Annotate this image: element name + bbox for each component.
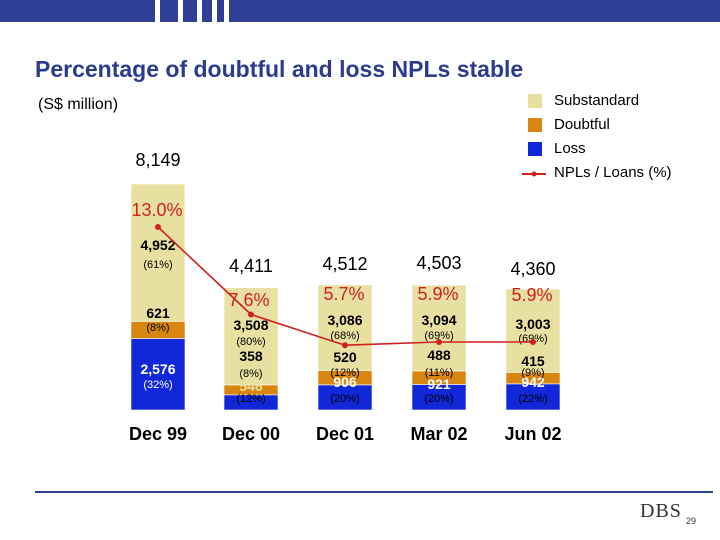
legend-label-ratio: NPLs / Loans (%) — [554, 164, 672, 181]
value-label-loss: 546 — [239, 378, 263, 394]
value-label-loss: 906 — [333, 374, 357, 390]
bar-loss — [130, 338, 186, 411]
share-label-loss: (20%) — [424, 393, 453, 405]
bar-loss — [411, 384, 467, 411]
unit-label: (S$ million) — [38, 96, 119, 113]
value-label-substandard: 3,094 — [421, 312, 456, 328]
total-label: 4,503 — [416, 253, 461, 273]
bar-loss — [505, 383, 561, 411]
bar-substandard — [505, 288, 561, 373]
value-label-doubtful: 488 — [427, 347, 451, 363]
legend-swatch-doubtful — [528, 118, 542, 132]
legend-label-doubtful: Doubtful — [554, 116, 610, 133]
x-tick-label: Dec 01 — [316, 424, 374, 444]
footer-rule — [35, 491, 713, 493]
banner-stripe — [183, 0, 197, 22]
share-label-loss: (32%) — [143, 379, 172, 391]
ratio-point — [530, 339, 536, 345]
share-label-doubtful: (9%) — [521, 367, 544, 379]
bar-substandard — [317, 284, 373, 371]
legend-label-loss: Loss — [554, 140, 586, 157]
page-title: Percentage of doubtful and loss NPLs sta… — [35, 56, 524, 82]
ratio-label: 5.7% — [323, 284, 364, 304]
ratio-label: 7.6% — [228, 290, 269, 310]
top-banner — [0, 0, 720, 22]
share-label-loss: (20%) — [330, 393, 359, 405]
x-tick-label: Jun 02 — [504, 424, 561, 444]
total-label: 4,411 — [229, 256, 273, 276]
page-number: 29 — [686, 516, 697, 526]
x-tick-label: Mar 02 — [410, 424, 467, 444]
banner-stripe — [202, 0, 212, 22]
ratio-point — [248, 311, 254, 318]
ratio-point — [342, 342, 348, 349]
share-label-substandard: (61%) — [143, 259, 172, 271]
ratio-label: 5.9% — [417, 284, 458, 304]
share-label-doubtful: (8%) — [239, 368, 262, 380]
bar-substandard — [223, 287, 279, 386]
banner-stripe — [229, 0, 720, 22]
value-label-doubtful: 415 — [521, 353, 545, 369]
ratio-point — [155, 224, 161, 230]
share-label-doubtful: (12%) — [330, 367, 359, 379]
value-label-doubtful: 621 — [146, 305, 170, 321]
value-label-doubtful: 520 — [333, 349, 357, 365]
chart-legend: Substandard Doubtful Loss NPLs / Loans (… — [522, 92, 698, 188]
dbs-logo: DBS — [640, 500, 682, 522]
banner-stripe — [160, 0, 178, 22]
value-label-loss: 921 — [427, 376, 451, 392]
banner-stripe — [217, 0, 224, 22]
banner-stripe — [0, 0, 155, 22]
ratio-label: 5.9% — [511, 285, 552, 305]
value-label-loss: 942 — [521, 374, 545, 390]
share-label-doubtful: (8%) — [146, 322, 169, 334]
share-label-loss: (12%) — [236, 393, 265, 405]
x-tick-label: Dec 00 — [222, 424, 280, 444]
share-label-substandard: (68%) — [330, 330, 359, 342]
legend-label-substandard: Substandard — [554, 92, 640, 109]
value-label-doubtful: 358 — [239, 348, 263, 364]
value-label-substandard: 3,003 — [515, 316, 550, 332]
share-label-doubtful: (11%) — [425, 367, 454, 379]
total-label: 4,360 — [510, 259, 555, 279]
ratio-point — [436, 339, 442, 345]
value-label-substandard: 4,952 — [140, 237, 175, 253]
total-label: 4,512 — [322, 254, 367, 274]
value-label-substandard: 3,086 — [327, 312, 362, 328]
value-label-substandard: 3,508 — [233, 317, 268, 333]
legend-swatch-substandard — [528, 94, 542, 108]
ratio-label: 13.0% — [131, 200, 182, 220]
share-label-substandard: (69%) — [424, 330, 453, 342]
bar-substandard — [411, 284, 467, 372]
legend-swatch-loss — [528, 142, 542, 156]
legend-swatch-ratio — [522, 171, 546, 177]
share-label-loss: (22%) — [518, 393, 547, 405]
share-label-substandard: (80%) — [236, 336, 265, 348]
total-label: 8,149 — [135, 150, 180, 170]
x-tick-label: Dec 99 — [129, 424, 187, 444]
value-label-loss: 2,576 — [140, 361, 175, 377]
